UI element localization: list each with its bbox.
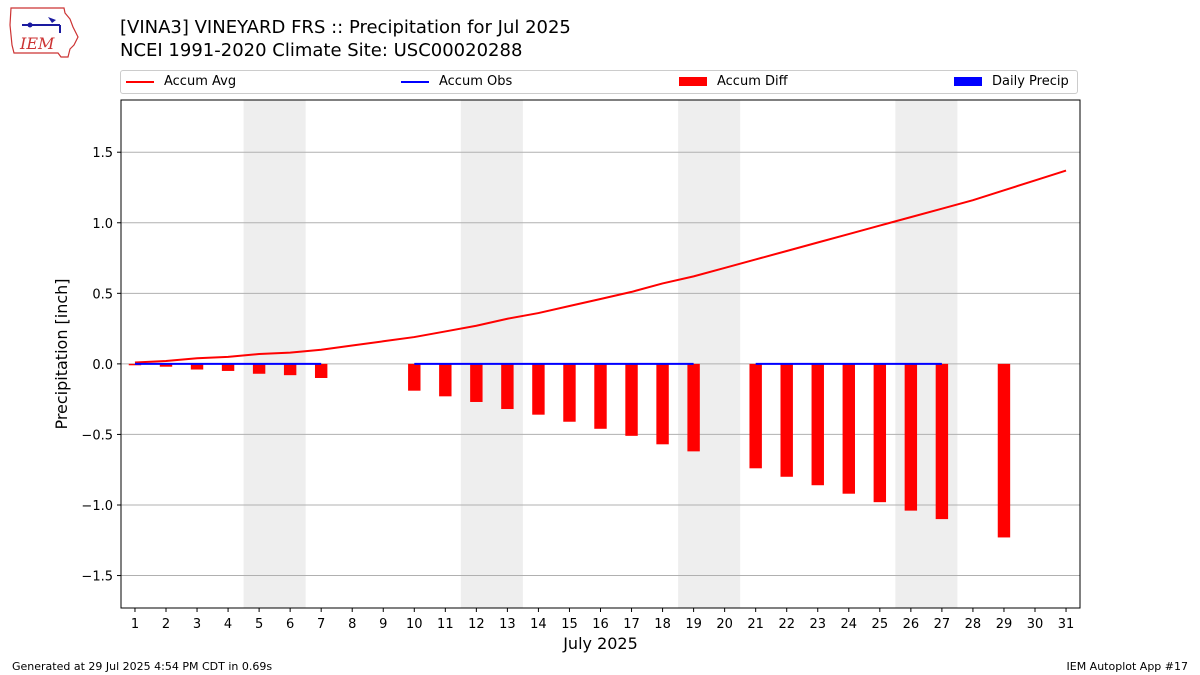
legend-swatch-accum-obs	[401, 80, 429, 83]
x-tick-label: 21	[747, 617, 764, 632]
x-tick-label: 13	[499, 617, 516, 632]
x-tick-label: 26	[903, 617, 920, 632]
x-tick-label: 18	[654, 617, 671, 632]
accum-diff-bar	[408, 363, 421, 391]
x-tick-label: 1	[131, 617, 139, 632]
x-tick-label: 6	[286, 617, 294, 632]
chart-title: [VINA3] VINEYARD FRS :: Precipitation fo…	[120, 17, 571, 38]
accum-diff-bar	[501, 363, 514, 410]
accum-diff-bar	[283, 363, 297, 376]
y-tick-label: 0.0	[92, 358, 113, 373]
y-tick-label: 1.0	[92, 217, 113, 232]
accum-diff-bar	[221, 363, 235, 371]
weekend-band	[460, 100, 523, 608]
accum-diff-bar	[470, 363, 483, 402]
x-tick-label: 19	[685, 617, 702, 632]
legend-item-daily-precip: Daily Precip	[954, 74, 1069, 89]
x-tick-label: 4	[224, 617, 232, 632]
x-tick-label: 20	[716, 617, 733, 632]
y-tick-label: −1.5	[81, 570, 113, 585]
iem-logo: IEM	[9, 7, 79, 58]
y-tick-label: −0.5	[81, 428, 113, 443]
accum-diff-bar	[159, 363, 173, 367]
accum-diff-bar	[842, 363, 855, 494]
y-tick-label: 0.5	[92, 287, 113, 302]
x-tick-label: 15	[561, 617, 578, 632]
legend: Accum Avg Accum Obs Accum Diff Daily Pre…	[120, 70, 1078, 94]
accum-avg-line	[134, 169, 1067, 364]
accum-diff-bar	[563, 363, 576, 422]
legend-label-accum-avg: Accum Avg	[164, 74, 237, 89]
x-tick-label: 29	[996, 617, 1013, 632]
accum-diff-bar	[314, 363, 328, 378]
accum-diff-bar	[252, 363, 266, 374]
x-tick-label: 9	[379, 617, 387, 632]
x-tick-label: 27	[934, 617, 951, 632]
x-tick-label: 7	[317, 617, 325, 632]
accum-diff-bar	[904, 363, 918, 511]
accum-diff-bar	[625, 363, 638, 436]
x-tick-label: 24	[841, 617, 858, 632]
y-tick-label: 1.5	[92, 146, 113, 161]
accum-diff-bar	[594, 363, 607, 429]
app-footnote: IEM Autoplot App #17	[1066, 660, 1189, 673]
x-axis-label: July 2025	[562, 634, 638, 653]
legend-item-accum-avg: Accum Avg	[126, 74, 236, 89]
x-tick-label: 14	[530, 617, 547, 632]
legend-label-daily-precip: Daily Precip	[992, 74, 1069, 89]
legend-swatch-daily-precip	[954, 77, 982, 86]
legend-item-accum-obs: Accum Obs	[401, 74, 512, 89]
weekend-band	[895, 100, 958, 608]
accum-diff-bar	[873, 363, 887, 503]
y-axis-label: Precipitation [inch]	[52, 278, 71, 429]
x-tick-label: 8	[348, 617, 356, 632]
x-tick-label: 12	[468, 617, 485, 632]
accum-diff-bar	[997, 363, 1011, 538]
accum-diff-bar	[687, 363, 700, 452]
x-tick-label: 5	[255, 617, 263, 632]
x-tick-label: 10	[406, 617, 423, 632]
x-tick-label: 30	[1027, 617, 1044, 632]
legend-item-accum-diff: Accum Diff	[679, 74, 788, 89]
y-tick-label: −1.0	[81, 499, 113, 514]
accum-diff-bar	[656, 363, 669, 445]
x-tick-label: 11	[437, 617, 454, 632]
x-tick-label: 2	[162, 617, 170, 632]
x-tick-label: 28	[965, 617, 982, 632]
accum-diff-bar	[811, 363, 824, 486]
x-tick-label: 3	[193, 617, 201, 632]
legend-label-accum-diff: Accum Diff	[717, 74, 788, 89]
x-tick-label: 25	[872, 617, 889, 632]
plot-frame	[120, 99, 1081, 609]
accum-diff-bar	[749, 363, 762, 469]
accum-diff-bar	[532, 363, 545, 415]
legend-swatch-accum-avg	[126, 80, 154, 83]
legend-swatch-accum-diff	[679, 77, 707, 86]
generated-footnote: Generated at 29 Jul 2025 4:54 PM CDT in …	[12, 660, 273, 673]
x-tick-label: 22	[778, 617, 795, 632]
chart-subtitle: NCEI 1991-2020 Climate Site: USC00020288	[120, 40, 523, 61]
accum-diff-bar	[439, 363, 452, 397]
accum-diff-bar	[935, 363, 949, 520]
accum-diff-bar	[780, 363, 793, 477]
accum-diff-bar	[190, 363, 204, 370]
x-tick-label: 31	[1058, 617, 1075, 632]
svg-text:IEM: IEM	[19, 34, 55, 53]
legend-label-accum-obs: Accum Obs	[439, 74, 513, 89]
x-tick-label: 16	[592, 617, 609, 632]
x-tick-label: 17	[623, 617, 640, 632]
weekend-band	[678, 100, 741, 608]
x-tick-label: 23	[809, 617, 826, 632]
